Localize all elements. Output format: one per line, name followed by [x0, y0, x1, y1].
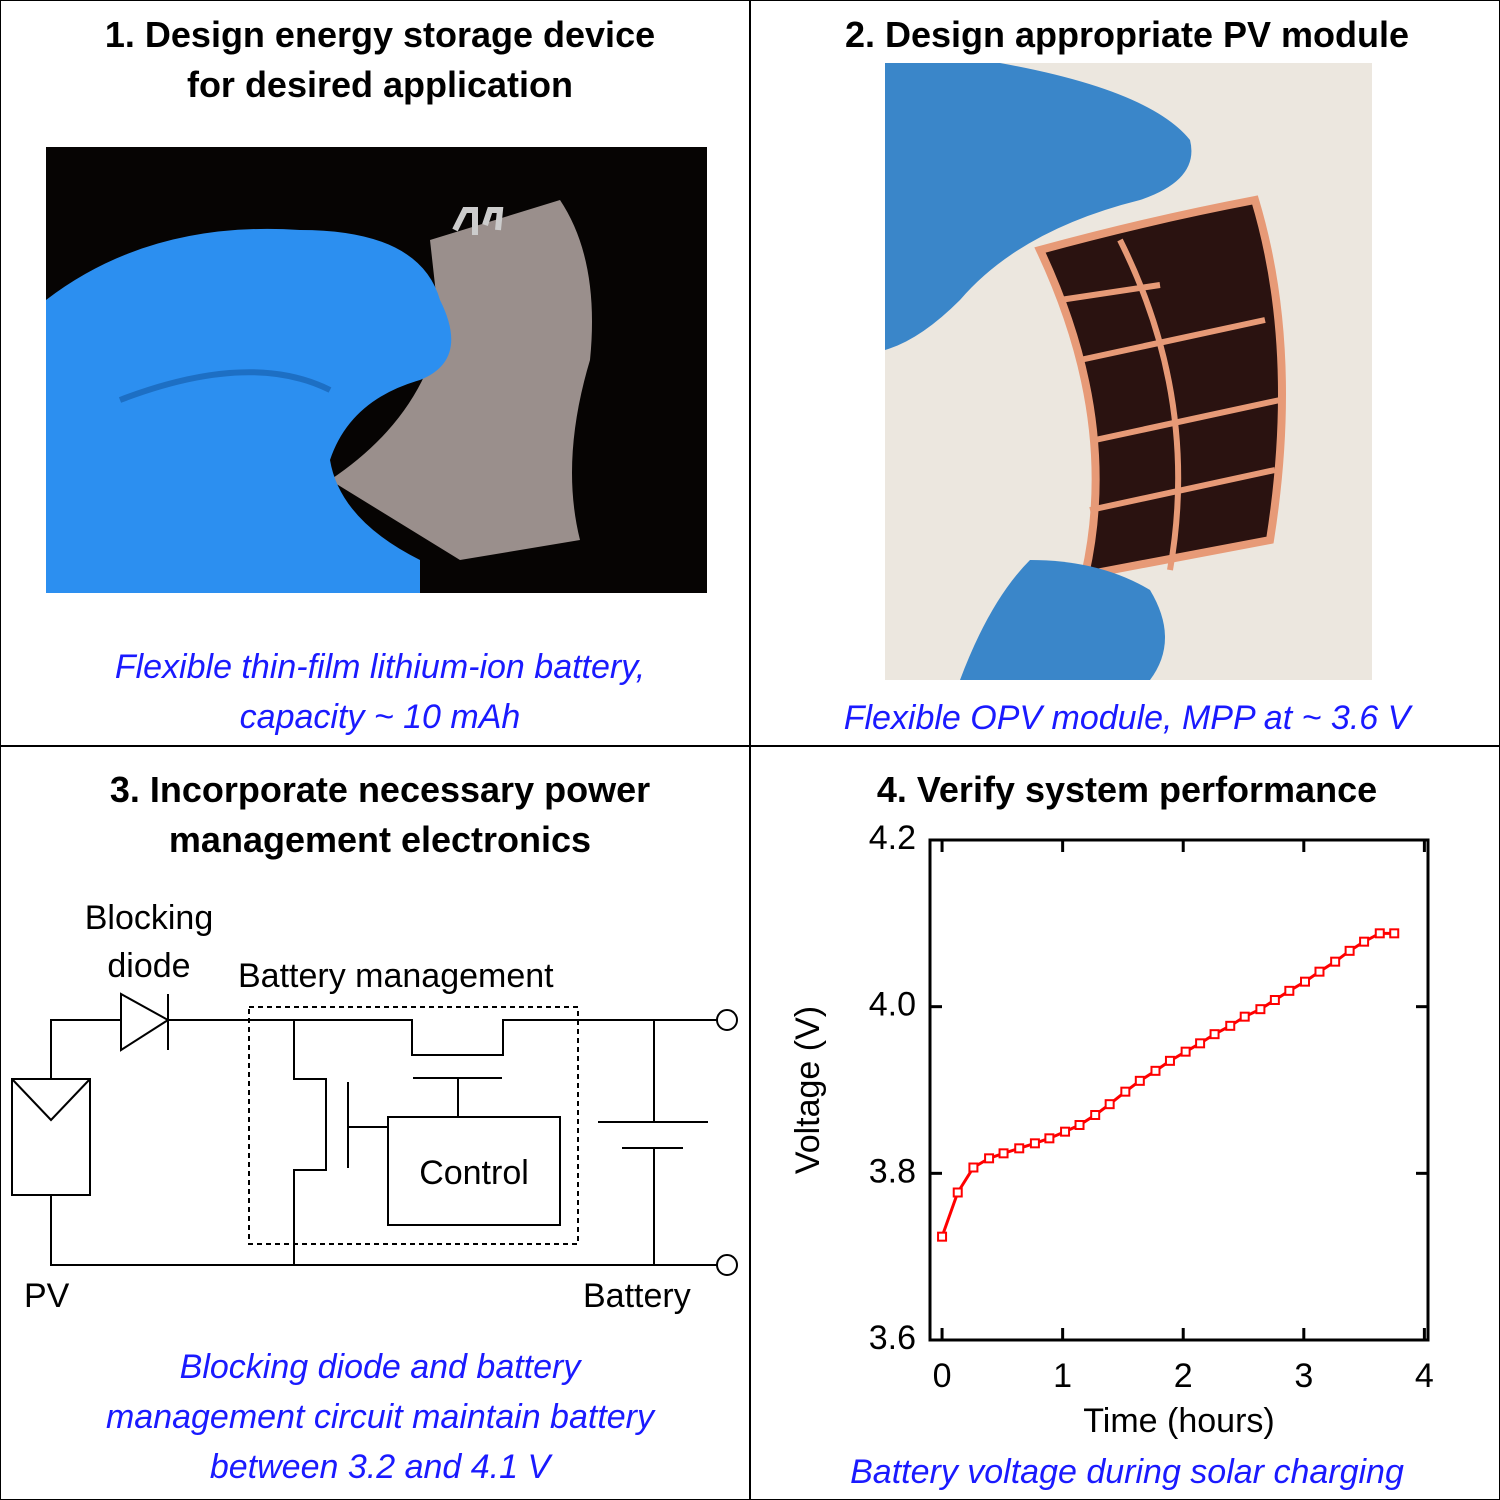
y-tick-label: 3.6 [869, 1319, 916, 1357]
data-point [1374, 928, 1385, 939]
data-point [1044, 1133, 1055, 1144]
x-axis-label: Time (hours) [1083, 1402, 1274, 1440]
data-point [1389, 928, 1400, 939]
y-tick-label: 4.0 [869, 986, 916, 1024]
data-point [1284, 985, 1295, 996]
x-tick-label: 3 [1294, 1357, 1313, 1395]
data-point [1269, 995, 1280, 1005]
panel-caption: Flexible OPV module, MPP at ~ 3.6 V [843, 699, 1411, 737]
x-tick-label: 4 [1415, 1357, 1434, 1395]
pv-label: PV [24, 1277, 70, 1315]
panel-caption: between 3.2 and 4.1 V [209, 1448, 551, 1486]
diode-label: diode [107, 947, 190, 985]
data-point [1150, 1065, 1161, 1076]
panel-title: 1. Design energy storage device [104, 14, 656, 55]
data-point [1344, 945, 1355, 956]
data-point [1300, 976, 1311, 987]
panel-title: for desired application [186, 64, 574, 105]
data-point [1359, 936, 1370, 947]
panel-title: 2. Design appropriate PV module [844, 14, 1410, 55]
data-point [1120, 1086, 1131, 1097]
x-tick-label: 1 [1053, 1357, 1072, 1395]
y-tick-label: 3.8 [869, 1152, 916, 1190]
x-tick-label: 0 [933, 1357, 952, 1395]
data-point [1209, 1029, 1220, 1040]
control-label: Control [419, 1154, 529, 1192]
data-point [1090, 1110, 1101, 1120]
panel-caption: Blocking diode and battery [179, 1348, 581, 1386]
battery-label: Battery [583, 1277, 691, 1315]
data-point [1330, 956, 1341, 967]
x-tick-label: 2 [1174, 1357, 1193, 1395]
photo [885, 63, 1372, 680]
data-point [1014, 1143, 1025, 1154]
panel-caption: capacity ~ 10 mAh [239, 698, 521, 736]
circuit [11, 992, 738, 1276]
panel-caption: management circuit maintain battery [105, 1398, 655, 1436]
panel-title: management electronics [168, 819, 592, 860]
data-point [1255, 1004, 1266, 1015]
data-line [940, 931, 1395, 1238]
data-point [1104, 1099, 1115, 1110]
photo [46, 147, 707, 593]
plot-frame [928, 838, 1430, 1342]
data-point [952, 1187, 963, 1198]
data-point [1195, 1038, 1206, 1049]
data-point [998, 1148, 1009, 1159]
panel-title: 3. Incorporate necessary power [109, 769, 651, 810]
panel-caption: Battery voltage during solar charging [850, 1453, 1404, 1491]
data-point [968, 1162, 979, 1173]
data-point [1134, 1075, 1145, 1086]
data-point [984, 1153, 995, 1164]
data-point [1060, 1126, 1071, 1137]
panel-caption: Flexible thin-film lithium-ion battery, [114, 648, 646, 686]
data-point [1225, 1020, 1236, 1031]
chart: 0 1 2 3 4 3.6 3.8 4.0 4.2 Time (hours) Voltage (V) [789, 819, 1434, 1440]
data-point [1074, 1120, 1085, 1130]
data-point [1180, 1046, 1191, 1057]
diode-label: Blocking [85, 899, 214, 937]
y-tick-label: 4.2 [869, 819, 916, 857]
y-axis-label: Voltage (V) [789, 1006, 827, 1174]
panel-title: 4. Verify system performance [876, 769, 1378, 810]
data-point [1314, 966, 1325, 977]
data-point [1164, 1055, 1175, 1066]
data-point [1239, 1011, 1250, 1022]
data-point [1029, 1138, 1040, 1149]
management-label: Battery management [238, 957, 554, 995]
data-point [937, 1231, 948, 1242]
